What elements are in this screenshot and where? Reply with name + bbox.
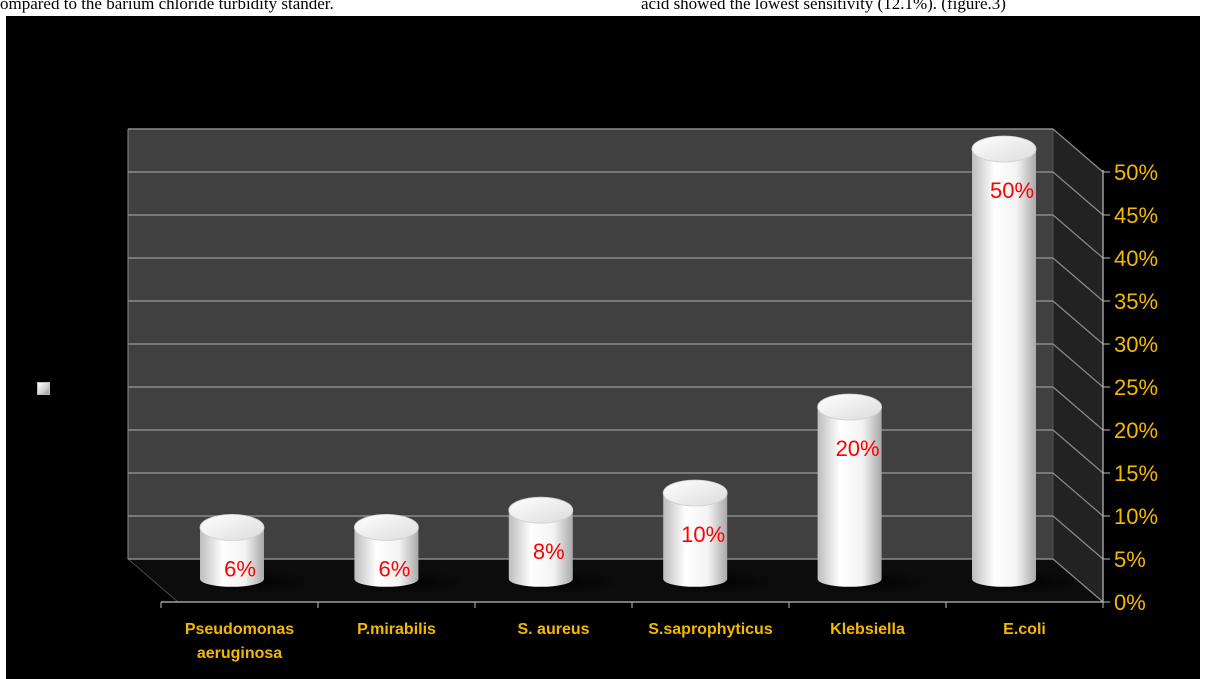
bar [508,510,573,587]
gridline-side [1052,128,1104,173]
y-tick-label: 20% [1114,418,1158,443]
gridline-side [1052,429,1104,474]
y-tick-label: 50% [1114,160,1158,185]
bar-top [353,514,419,541]
y-tick-label: 25% [1114,375,1158,400]
category-label: Klebsiella [830,621,905,638]
data-label: 50% [990,178,1034,203]
bar-top [817,393,882,421]
gridline-side [1052,386,1104,431]
gridline-side [1052,171,1104,216]
gridline-side [1052,300,1104,345]
bar-top [662,479,728,507]
bar [817,407,882,587]
category-label: S.saprophyticus [648,621,773,638]
y-tick-label: 45% [1114,203,1158,228]
gridline-side [1052,214,1104,259]
y-tick-label: 5% [1114,547,1146,572]
y-tick-label: 35% [1114,289,1158,314]
y-tick-label: 10% [1114,504,1158,529]
category-label: S. aureus [517,621,589,638]
y-tick-label: 15% [1114,461,1158,486]
bar [972,149,1036,587]
y-tick-label: 30% [1114,332,1158,357]
gridline-side [1052,472,1104,517]
bar-top [199,514,265,541]
gridline-side [1052,343,1104,388]
category-label: E.coli [1003,621,1046,638]
data-label: 10% [681,522,725,547]
legend-swatch [37,382,50,395]
body-text-left: ompared to the barium chloride turbidity… [0,0,334,13]
category-label: P.mirabilis [357,621,436,638]
data-label: 20% [836,436,880,461]
bar [663,493,728,587]
gridline-side [1052,515,1104,560]
data-label: 6% [224,556,256,581]
data-label: 6% [379,556,411,581]
bar [200,527,264,587]
y-tick-label: 0% [1114,590,1146,615]
bar-top [971,135,1037,163]
y-tick-label: 40% [1114,246,1158,271]
category-label: Pseudomonas [185,621,294,638]
data-label: 8% [533,539,565,564]
bar-top [508,496,574,524]
category-label: aeruginosa [197,645,282,662]
bar [354,527,419,587]
body-text-right: acid showed the lowest sensitivity (12.1… [641,0,1006,13]
gridline-side [1052,257,1104,302]
